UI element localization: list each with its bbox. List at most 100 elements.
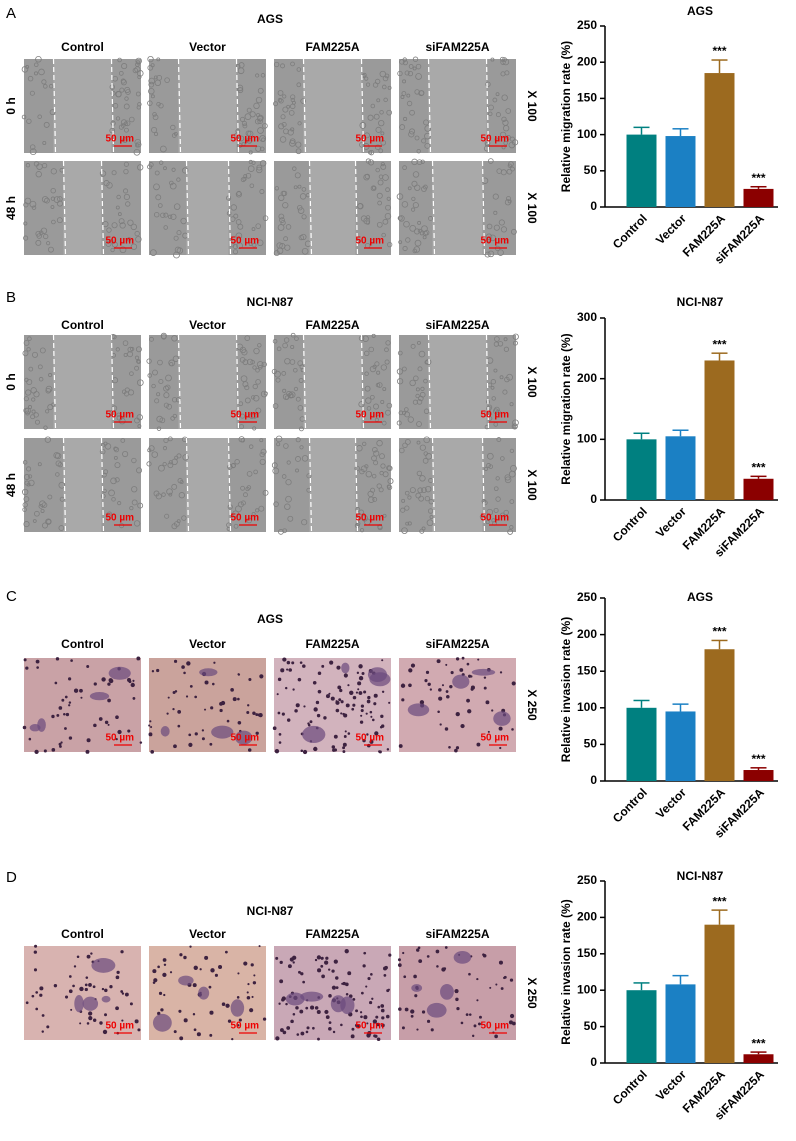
- cell: [236, 996, 240, 999]
- cell: [410, 663, 416, 668]
- cell: [481, 177, 489, 184]
- cell: [298, 378, 304, 384]
- cell: [416, 421, 422, 427]
- y-tick-label: 100: [577, 982, 597, 996]
- cell: [102, 1029, 108, 1035]
- cell: [251, 995, 254, 999]
- cell: [255, 508, 260, 513]
- cell: [373, 403, 379, 410]
- cell: [103, 469, 109, 475]
- cell: [369, 394, 375, 400]
- cell: [276, 346, 282, 352]
- cell: [183, 1018, 188, 1023]
- cell: [288, 668, 292, 672]
- cell: [323, 716, 327, 720]
- cell: [259, 189, 265, 195]
- cell: [362, 441, 367, 447]
- cell: [424, 495, 430, 502]
- cell: [63, 712, 66, 716]
- cell: [167, 462, 174, 469]
- cell: [275, 377, 281, 383]
- cell: [22, 725, 27, 730]
- cell: [426, 1019, 431, 1023]
- cell: [86, 664, 90, 668]
- cell: [388, 953, 392, 957]
- cell: [297, 677, 302, 682]
- cell: [193, 1028, 197, 1032]
- cell: [356, 671, 360, 675]
- cell: [50, 205, 55, 209]
- cell: [56, 217, 63, 224]
- cell: [487, 730, 490, 733]
- cell: [376, 221, 383, 228]
- cell: [226, 719, 230, 723]
- cell: [249, 1008, 254, 1013]
- cell: [276, 242, 283, 249]
- cell: [387, 988, 390, 991]
- cell: [259, 458, 266, 466]
- cell: [358, 691, 363, 695]
- scale-bar-label: 50 µm: [230, 236, 259, 247]
- cell: [373, 450, 380, 457]
- cell: [502, 389, 508, 395]
- cell: [25, 163, 31, 168]
- cell: [151, 451, 159, 458]
- cell: [408, 131, 415, 138]
- cell-cluster: [108, 666, 131, 680]
- cell: [489, 986, 492, 989]
- cell: [454, 989, 459, 994]
- cell: [256, 239, 264, 247]
- cell: [376, 439, 383, 447]
- cell: [295, 148, 302, 155]
- cell: [401, 91, 407, 96]
- cell: [123, 161, 129, 167]
- cell: [237, 223, 244, 230]
- cell: [286, 718, 291, 722]
- cell: [101, 987, 105, 991]
- bar: [626, 990, 657, 1063]
- cell: [59, 745, 62, 748]
- cell: [361, 514, 369, 522]
- cell: [483, 411, 490, 417]
- panel-letter: B: [6, 289, 16, 306]
- cell: [242, 177, 247, 182]
- cell: [152, 969, 157, 974]
- cell: [174, 246, 182, 254]
- cell: [494, 137, 499, 142]
- cell: [124, 120, 131, 127]
- cell: [417, 366, 423, 372]
- cell: [404, 407, 409, 412]
- cell: [170, 213, 177, 220]
- cell: [386, 196, 391, 201]
- cell: [485, 700, 490, 705]
- cell: [239, 424, 244, 430]
- scratch: [428, 335, 487, 429]
- cell: [486, 452, 494, 460]
- cell: [317, 689, 322, 694]
- cell: [35, 239, 42, 246]
- cell: [85, 976, 89, 979]
- cell: [45, 409, 50, 414]
- cell: [284, 395, 290, 400]
- cell: [466, 662, 470, 666]
- cell: [512, 333, 519, 340]
- cell: [414, 89, 420, 95]
- cell: [130, 243, 138, 250]
- cell: [510, 166, 515, 172]
- cell: [426, 519, 434, 527]
- cell: [503, 509, 509, 516]
- cell: [507, 199, 512, 204]
- cell: [421, 225, 428, 232]
- cell: [23, 658, 27, 662]
- bar: [743, 1054, 774, 1063]
- cell: [345, 992, 349, 996]
- cell: [30, 387, 37, 394]
- cell: [35, 230, 42, 237]
- cell: [407, 495, 412, 500]
- cell: [420, 159, 425, 164]
- cell: [244, 397, 251, 404]
- cell: [248, 412, 255, 419]
- cell: [239, 357, 246, 363]
- cell-cluster: [235, 730, 253, 745]
- cell: [286, 660, 291, 665]
